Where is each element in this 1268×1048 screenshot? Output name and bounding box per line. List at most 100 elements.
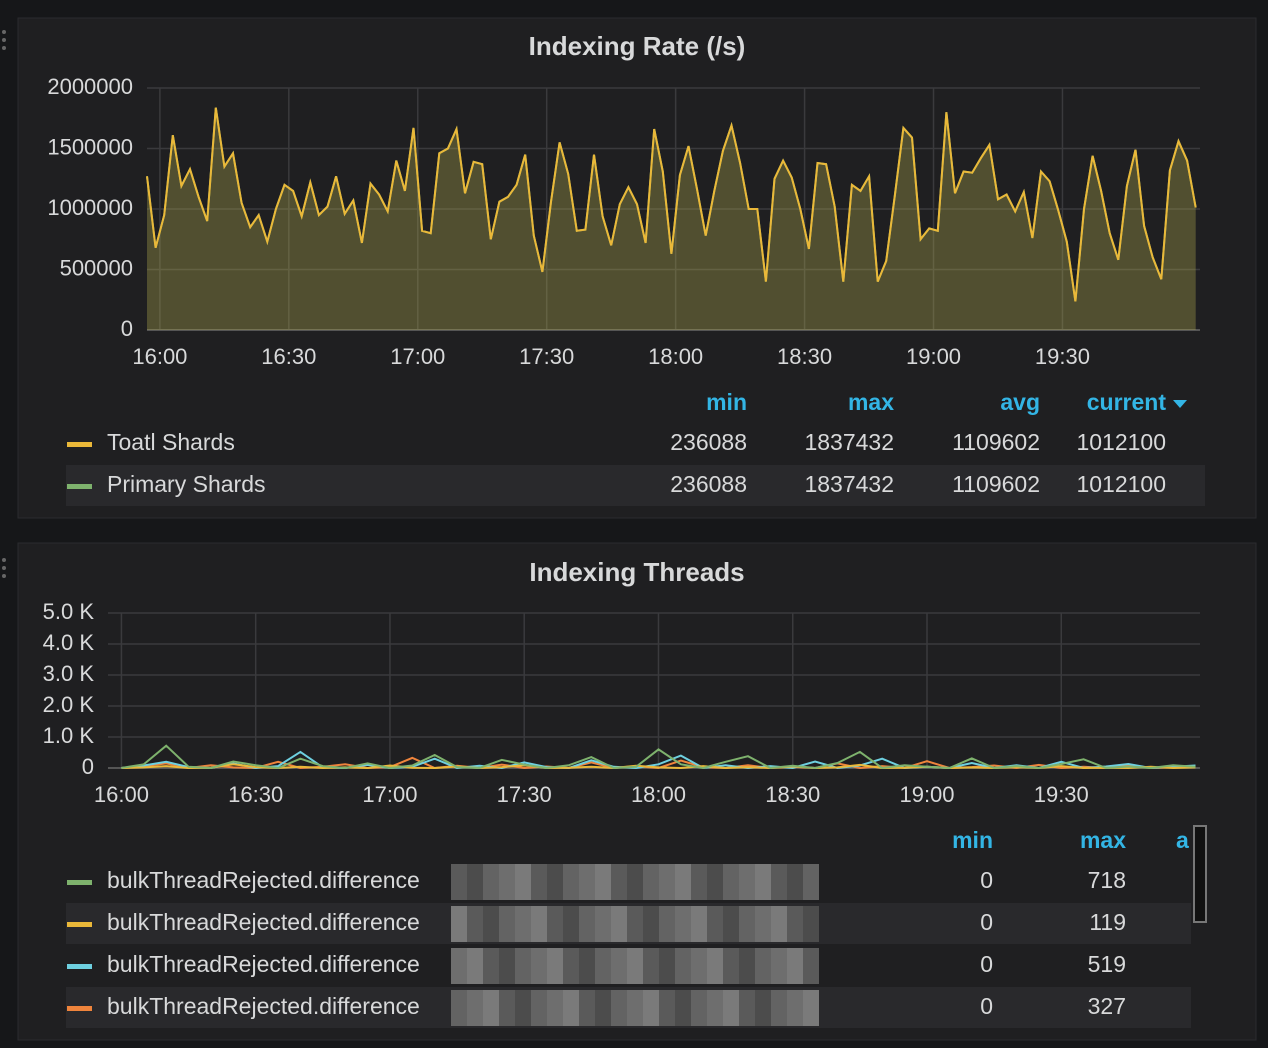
legend-swatch xyxy=(67,484,92,489)
redacted-block xyxy=(563,990,579,1026)
redacted-block xyxy=(643,864,659,900)
y-tick-label: 3.0 K xyxy=(43,661,95,686)
redacted-block xyxy=(515,948,531,984)
x-tick-label: 18:00 xyxy=(648,344,703,369)
redacted-block xyxy=(787,906,803,942)
legend-name: bulkThreadRejected.difference xyxy=(107,909,420,935)
redacted-block xyxy=(643,906,659,942)
redacted-block xyxy=(563,948,579,984)
redacted-block xyxy=(547,990,563,1026)
redacted-block xyxy=(579,864,595,900)
legend-header: min xyxy=(706,389,747,415)
legend-value: 1109602 xyxy=(952,471,1040,497)
redacted-block xyxy=(547,864,563,900)
y-tick-label: 0 xyxy=(82,754,94,779)
scrollbar[interactable] xyxy=(1193,825,1207,923)
redacted-block xyxy=(691,906,707,942)
y-tick-label: 2.0 K xyxy=(43,692,95,717)
redacted-block xyxy=(707,906,723,942)
legend-value: 0 xyxy=(980,993,993,1019)
redacted-block xyxy=(499,864,515,900)
redacted-block xyxy=(803,864,819,900)
redacted-block xyxy=(483,990,499,1026)
redacted-block xyxy=(531,948,547,984)
legend-header: a xyxy=(1176,827,1189,853)
y-tick-label: 4.0 K xyxy=(43,630,95,655)
redacted-block xyxy=(611,906,627,942)
legend-swatch xyxy=(67,964,92,969)
x-tick-label: 17:00 xyxy=(390,344,445,369)
redacted xyxy=(451,948,819,984)
redacted-block xyxy=(771,906,787,942)
redacted-block xyxy=(611,864,627,900)
redacted-block xyxy=(659,948,675,984)
legend-name: bulkThreadRejected.difference xyxy=(107,993,420,1019)
redacted-block xyxy=(739,990,755,1026)
redacted xyxy=(451,990,819,1026)
redacted-block xyxy=(739,864,755,900)
legend-value: 236088 xyxy=(670,471,747,497)
redacted-block xyxy=(483,948,499,984)
legend-value: 0 xyxy=(980,951,993,977)
legend-value: 236088 xyxy=(670,429,747,455)
redacted-block xyxy=(691,990,707,1026)
legend-value: 1012100 xyxy=(1076,471,1166,497)
redacted-block xyxy=(723,906,739,942)
redacted-block xyxy=(707,864,723,900)
legend-value: 1109602 xyxy=(952,429,1040,455)
redacted-block xyxy=(563,906,579,942)
legend-name: bulkThreadRejected.difference xyxy=(107,951,420,977)
legend-header: avg xyxy=(1000,389,1040,415)
redacted-block xyxy=(611,948,627,984)
redacted-block xyxy=(643,948,659,984)
redacted-block xyxy=(499,948,515,984)
x-tick-label: 18:30 xyxy=(777,344,832,369)
redacted-block xyxy=(579,948,595,984)
redacted-block xyxy=(755,990,771,1026)
redacted-block xyxy=(691,948,707,984)
redacted-block xyxy=(483,906,499,942)
redacted-block xyxy=(723,864,739,900)
redacted-block xyxy=(451,990,467,1026)
legend-value: 519 xyxy=(1088,951,1126,977)
redacted-block xyxy=(787,990,803,1026)
series-line xyxy=(146,107,1197,302)
legend-value: 1012100 xyxy=(1076,429,1166,455)
redacted-block xyxy=(547,906,563,942)
redacted-block xyxy=(595,906,611,942)
y-tick-label: 1500000 xyxy=(47,134,133,159)
legend-name: Primary Shards xyxy=(107,471,265,497)
legend-value: 119 xyxy=(1089,909,1126,935)
redacted-block xyxy=(803,906,819,942)
redacted-block xyxy=(675,864,691,900)
sort-arrow[interactable] xyxy=(1173,400,1187,408)
redacted-block xyxy=(755,864,771,900)
redacted-block xyxy=(659,906,675,942)
redacted-block xyxy=(707,990,723,1026)
redacted-block xyxy=(627,990,643,1026)
redacted-block xyxy=(739,948,755,984)
panel-title: Indexing Rate (/s) xyxy=(529,31,746,61)
redacted-block xyxy=(755,906,771,942)
redacted-block xyxy=(803,948,819,984)
redacted-block xyxy=(451,906,467,942)
redacted-block xyxy=(675,990,691,1026)
redacted-block xyxy=(531,864,547,900)
y-tick-label: 500000 xyxy=(60,255,133,280)
x-tick-label: 19:30 xyxy=(1035,344,1090,369)
redacted-block xyxy=(659,990,675,1026)
redacted-block xyxy=(643,990,659,1026)
redacted-block xyxy=(483,864,499,900)
legend-swatch xyxy=(67,442,92,447)
redacted-block xyxy=(755,948,771,984)
legend-value: 718 xyxy=(1088,867,1126,893)
redacted-block xyxy=(467,864,483,900)
redacted-block xyxy=(579,990,595,1026)
redacted-block xyxy=(723,990,739,1026)
drag-handle[interactable] xyxy=(2,30,6,578)
panel-title: Indexing Threads xyxy=(529,557,744,587)
x-tick-label: 19:00 xyxy=(906,344,961,369)
redacted-block xyxy=(531,906,547,942)
y-tick-label: 2000000 xyxy=(47,74,133,99)
